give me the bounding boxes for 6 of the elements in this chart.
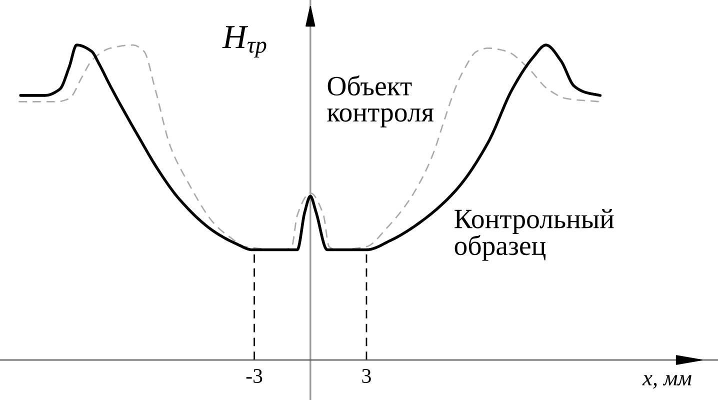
y-axis-title: H$_{τp}$ — [222, 26, 266, 58]
x-tick-label: 3 — [362, 368, 371, 383]
x-axis-title: x, мм — [642, 375, 692, 389]
series-label: Контрольный образец — [454, 209, 614, 261]
series-label: Объект контроля — [327, 75, 434, 128]
x-tick-label: -3 — [246, 368, 262, 383]
